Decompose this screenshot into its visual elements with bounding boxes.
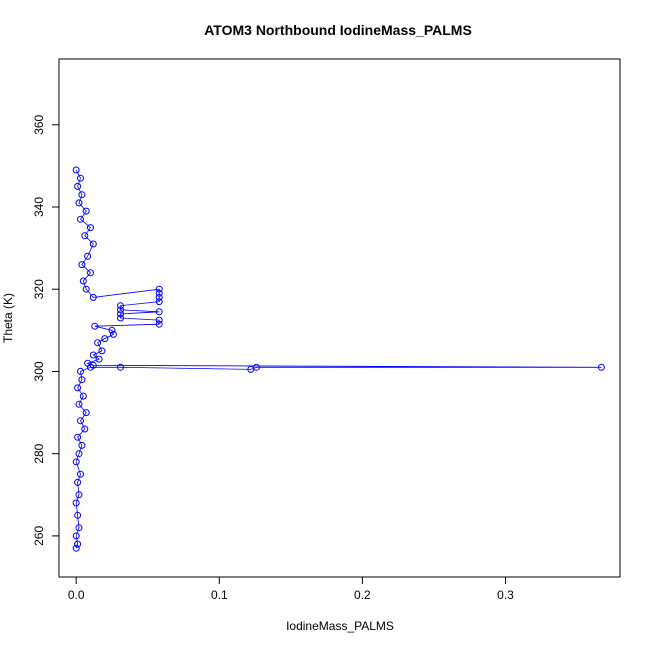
- data-point: [74, 540, 82, 548]
- y-tick-label: 300: [32, 361, 46, 381]
- y-axis-label: Theta (K): [1, 293, 15, 343]
- data-point: [155, 289, 163, 297]
- data-point: [82, 207, 90, 215]
- data-point: [75, 491, 83, 499]
- data-point: [72, 499, 80, 507]
- data-point: [155, 298, 163, 306]
- data-point: [78, 261, 86, 269]
- data-point: [72, 166, 80, 174]
- data-point: [72, 532, 80, 540]
- data-point: [117, 363, 124, 371]
- data-point: [78, 441, 86, 449]
- data-point: [117, 310, 124, 318]
- data-point: [75, 450, 83, 458]
- data-point: [77, 470, 84, 478]
- y-tick-label: 280: [32, 443, 46, 463]
- y-tick-label: 340: [32, 197, 46, 217]
- data-point: [94, 339, 102, 347]
- data-point: [95, 355, 103, 363]
- data-point: [74, 433, 82, 441]
- data-point: [253, 363, 260, 371]
- data-point: [81, 232, 89, 240]
- data-point: [98, 347, 106, 355]
- data-point: [597, 363, 605, 371]
- data-point: [82, 285, 90, 293]
- data-point: [109, 330, 117, 338]
- data-point: [74, 478, 82, 486]
- x-axis-label: IodineMass_PALMS: [286, 619, 394, 633]
- data-point: [75, 199, 83, 207]
- data-point: [117, 306, 124, 314]
- y-tick-label: 260: [32, 526, 46, 546]
- data-point: [72, 544, 80, 552]
- data-point: [108, 326, 116, 334]
- data-point: [89, 293, 97, 301]
- data-point: [77, 174, 84, 182]
- data-point: [117, 314, 124, 322]
- data-point: [91, 322, 99, 330]
- data-point: [84, 359, 92, 367]
- data-point: [77, 417, 84, 425]
- data-point: [87, 224, 94, 232]
- x-tick-label: 0.3: [497, 588, 514, 602]
- y-tick-label: 360: [32, 114, 46, 134]
- data-point: [155, 308, 163, 316]
- data-point: [74, 384, 82, 392]
- x-tick-label: 0.0: [68, 588, 85, 602]
- data-point: [75, 524, 83, 532]
- y-tick-label: 320: [32, 279, 46, 299]
- plot-frame: [58, 58, 621, 578]
- x-axis: 0.0 0.1 0.2 0.3: [68, 576, 514, 602]
- data-point: [87, 269, 94, 277]
- data-point: [77, 215, 84, 223]
- data-point: [72, 458, 80, 466]
- data-point: [155, 316, 163, 324]
- data-point: [155, 285, 163, 293]
- data-point: [117, 302, 124, 310]
- data-point: [75, 400, 83, 408]
- y-axis: 260 280 300 320 340 360: [32, 114, 60, 546]
- data-point: [78, 191, 86, 199]
- x-tick-label: 0.2: [354, 588, 371, 602]
- x-tick-label: 0.1: [211, 588, 228, 602]
- series-lines: [75, 169, 602, 549]
- data-point: [82, 409, 90, 417]
- data-point: [101, 335, 109, 343]
- series-line: [75, 169, 602, 549]
- chart-title: ATOM3 Northbound IodineMass_PALMS: [204, 22, 472, 38]
- data-point: [155, 293, 163, 301]
- data-point: [89, 240, 97, 248]
- data-point: [89, 351, 97, 359]
- series-points: [72, 166, 605, 552]
- data-point: [79, 392, 87, 400]
- data-point: [155, 320, 163, 328]
- data-point: [79, 277, 87, 285]
- data-point: [74, 182, 82, 190]
- data-point: [77, 367, 84, 375]
- data-point: [78, 376, 86, 384]
- data-point: [81, 425, 89, 433]
- data-point: [74, 511, 82, 519]
- data-point: [84, 252, 92, 260]
